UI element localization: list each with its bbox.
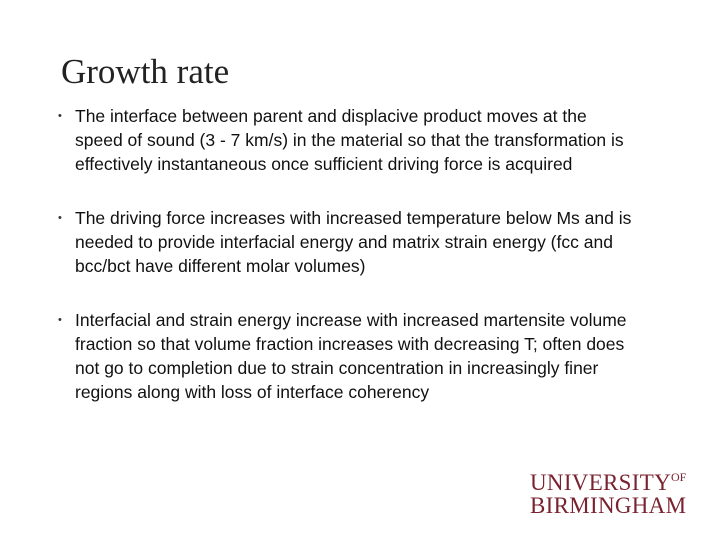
bullet-dot-icon: •	[58, 314, 62, 326]
bullet-text: The interface between parent and displac…	[75, 106, 624, 174]
bullet-item: • Interfacial and strain energy increase…	[58, 308, 638, 404]
logo-line-2: BIRMINGHAM	[530, 493, 687, 518]
bullet-text: The driving force increases with increas…	[75, 208, 632, 276]
university-logo: UNIVERSITYOF BIRMINGHAM	[530, 466, 695, 518]
bullet-text: Interfacial and strain energy increase w…	[75, 310, 627, 402]
bullet-item: • The interface between parent and displ…	[58, 104, 638, 176]
logo-university: UNIVERSITY	[530, 470, 671, 495]
bullet-list: • The interface between parent and displ…	[58, 104, 638, 434]
bullet-dot-icon: •	[58, 110, 62, 122]
logo-line-1: UNIVERSITYOF	[530, 466, 695, 494]
logo-of: OF	[671, 470, 687, 484]
bullet-dot-icon: •	[58, 212, 62, 224]
bullet-item: • The driving force increases with incre…	[58, 206, 638, 278]
slide-title: Growth rate	[61, 52, 230, 91]
